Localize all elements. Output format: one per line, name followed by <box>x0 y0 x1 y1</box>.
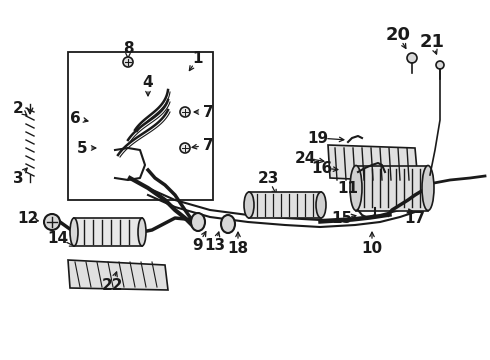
Text: 3: 3 <box>13 171 24 185</box>
Text: 21: 21 <box>419 33 444 51</box>
Text: 7: 7 <box>203 104 213 120</box>
Ellipse shape <box>221 215 235 233</box>
Ellipse shape <box>191 213 205 231</box>
Bar <box>249 192 321 218</box>
Circle shape <box>44 214 60 230</box>
Text: 23: 23 <box>257 171 279 185</box>
Text: 8: 8 <box>122 41 133 55</box>
Polygon shape <box>328 145 418 182</box>
Circle shape <box>123 57 133 67</box>
Text: 9: 9 <box>193 238 203 252</box>
Ellipse shape <box>422 166 434 211</box>
Text: 12: 12 <box>17 211 39 225</box>
Text: 19: 19 <box>307 131 329 145</box>
Text: 13: 13 <box>204 238 225 252</box>
Text: 4: 4 <box>143 75 153 90</box>
Circle shape <box>180 107 190 117</box>
Text: 18: 18 <box>227 240 248 256</box>
Bar <box>356 166 428 211</box>
Circle shape <box>407 53 417 63</box>
Ellipse shape <box>70 218 78 246</box>
Text: 17: 17 <box>404 211 425 225</box>
Circle shape <box>180 143 190 153</box>
Text: 1: 1 <box>193 50 203 66</box>
Text: 11: 11 <box>338 180 359 195</box>
Bar <box>68 52 213 200</box>
Text: 24: 24 <box>294 150 316 166</box>
Text: 15: 15 <box>331 211 353 225</box>
Text: 7: 7 <box>203 138 213 153</box>
Ellipse shape <box>350 166 362 211</box>
Text: 22: 22 <box>101 278 123 292</box>
Text: 6: 6 <box>70 111 80 126</box>
Ellipse shape <box>244 192 254 218</box>
Text: 16: 16 <box>311 161 333 176</box>
Text: 2: 2 <box>13 100 24 116</box>
Ellipse shape <box>316 192 326 218</box>
Bar <box>74 218 142 246</box>
Circle shape <box>436 61 444 69</box>
Text: 20: 20 <box>386 26 411 44</box>
Text: 14: 14 <box>48 230 69 246</box>
Text: 10: 10 <box>362 240 383 256</box>
Ellipse shape <box>138 218 146 246</box>
Polygon shape <box>68 260 168 290</box>
Text: 5: 5 <box>77 140 87 156</box>
